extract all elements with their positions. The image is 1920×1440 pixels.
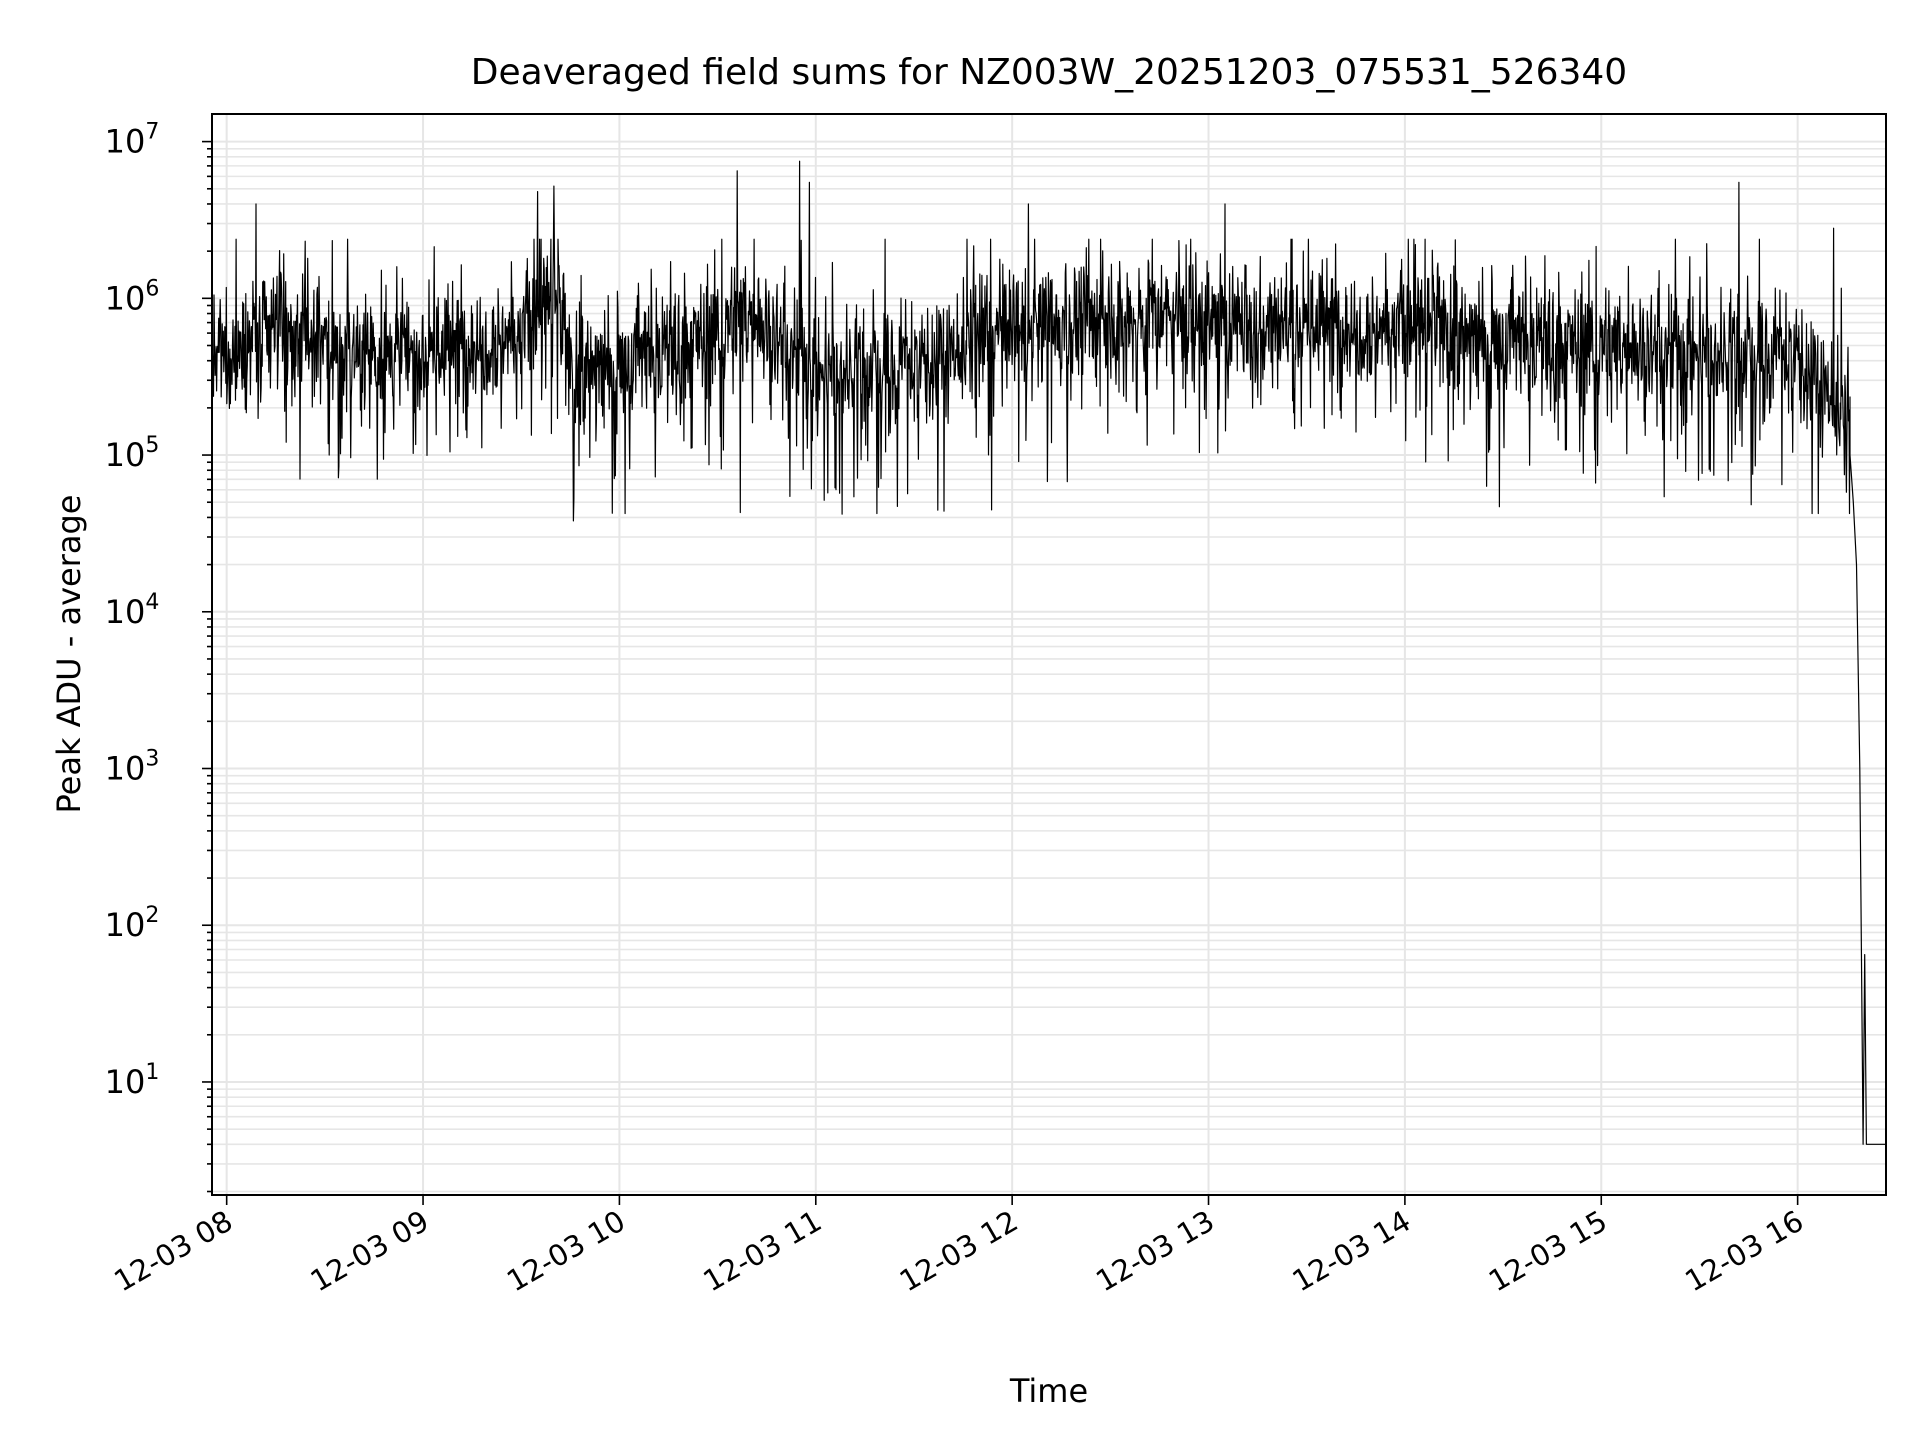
y-tick-label: 102	[105, 903, 160, 944]
y-tick-label: 103	[105, 747, 160, 788]
y-axis-label: Peak ADU - average	[50, 495, 88, 814]
y-tick-label: 104	[105, 590, 160, 631]
chart-title: Deaveraged field sums for NZ003W_2025120…	[471, 52, 1627, 93]
y-tick-label: 101	[105, 1060, 160, 1101]
y-tick-label: 106	[105, 276, 160, 317]
series-line	[211, 160, 1886, 1145]
plot-frame	[211, 113, 1887, 1196]
x-axis-label: Time	[1009, 1372, 1088, 1410]
y-tick-label: 107	[105, 120, 160, 161]
y-tick-label: 105	[105, 433, 160, 474]
series-layer	[211, 160, 1886, 1145]
